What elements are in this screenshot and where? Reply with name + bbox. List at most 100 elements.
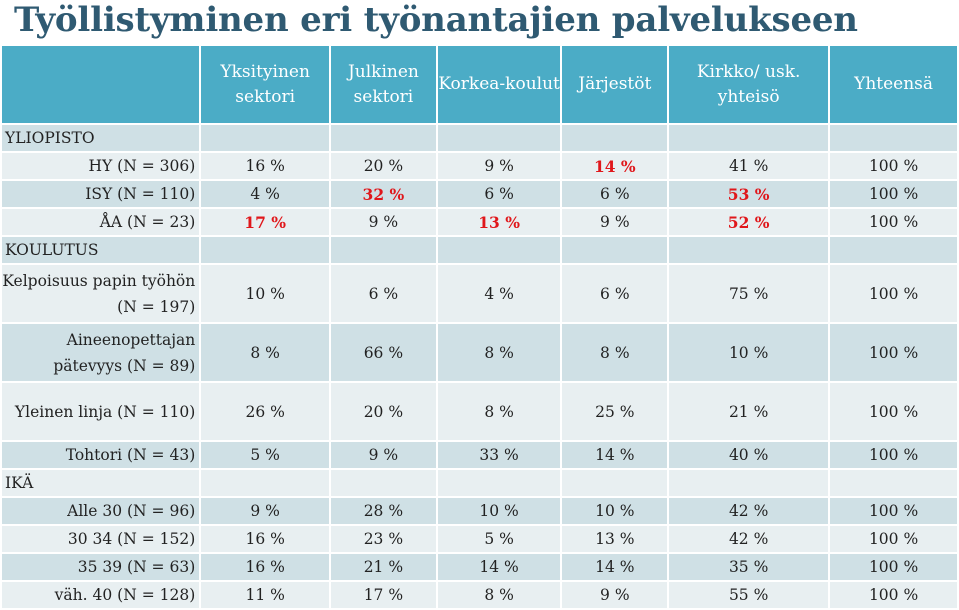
table-cell: 100 % xyxy=(830,265,957,322)
header-corner xyxy=(2,46,200,123)
row-label: Tohtori (N = 43) xyxy=(2,442,200,468)
table-cell: 100 % xyxy=(830,442,957,468)
section-row-ika: IKÄ xyxy=(2,470,957,496)
table-cell: 9 % xyxy=(331,209,436,235)
table-cell: 5 % xyxy=(201,442,330,468)
table-cell: 66 % xyxy=(331,324,436,381)
table-cell: 6 % xyxy=(562,265,668,322)
row-label: 30 34 (N = 152) xyxy=(2,526,200,552)
section-label: IKÄ xyxy=(2,470,200,496)
table-cell: 5 % xyxy=(437,526,561,552)
table-cell: 100 % xyxy=(830,181,957,207)
table-cell: 20 % xyxy=(331,383,436,440)
table-row: Alle 30 (N = 96) 9 % 28 % 10 % 10 % 42 % 100 % xyxy=(2,498,957,524)
table-cell: 17 % xyxy=(331,582,436,608)
table-row: Yleinen linja (N = 110) 26 % 20 % 8 % 25 % 21… xyxy=(2,383,957,440)
table-cell: 21 % xyxy=(669,383,829,440)
table-cell: 14 % xyxy=(562,442,668,468)
table-cell: 10 % xyxy=(669,324,829,381)
table-cell: 13 % xyxy=(437,209,561,235)
table-cell: 4 % xyxy=(201,181,330,207)
col-header-universities: Korkea-koulut xyxy=(437,46,561,123)
table-cell: 9 % xyxy=(562,209,668,235)
table-row: 30 34 (N = 152) 16 % 23 % 5 % 13 % 42 % 100 % xyxy=(2,526,957,552)
table-cell: 100 % xyxy=(830,526,957,552)
table-cell: 8 % xyxy=(562,324,668,381)
col-header-private: Yksityinen sektori xyxy=(201,46,330,123)
table-cell: 8 % xyxy=(201,324,330,381)
table-cell: 4 % xyxy=(437,265,561,322)
row-label: ISY (N = 110) xyxy=(2,181,200,207)
table-cell: 100 % xyxy=(830,554,957,580)
table-row: ÅA (N = 23) 17 % 9 % 13 % 9 % 52 % 100 % xyxy=(2,209,957,235)
table-cell: 8 % xyxy=(437,324,561,381)
table-cell: 28 % xyxy=(331,498,436,524)
table-cell: 10 % xyxy=(437,498,561,524)
table-row: ISY (N = 110) 4 % 32 % 6 % 6 % 53 % 100 % xyxy=(2,181,957,207)
table-cell: 42 % xyxy=(669,526,829,552)
table-cell: 9 % xyxy=(437,153,561,179)
table-cell: 32 % xyxy=(331,181,436,207)
table-cell: 17 % xyxy=(201,209,330,235)
table-cell: 8 % xyxy=(437,383,561,440)
table-row: 35 39 (N = 63) 16 % 21 % 14 % 14 % 35 % 100 % xyxy=(2,554,957,580)
section-row-yliopisto: YLIOPISTO xyxy=(2,125,957,151)
table-cell: 52 % xyxy=(669,209,829,235)
table-cell: 100 % xyxy=(830,209,957,235)
table-cell: 9 % xyxy=(331,442,436,468)
section-row-koulutus: KOULUTUS xyxy=(2,237,957,263)
table-cell: 100 % xyxy=(830,383,957,440)
row-label: Kelpoisuus papin työhön (N = 197) xyxy=(2,265,200,322)
table-cell: 14 % xyxy=(562,554,668,580)
table-cell: 33 % xyxy=(437,442,561,468)
table-cell: 26 % xyxy=(201,383,330,440)
table-cell: 11 % xyxy=(201,582,330,608)
table-cell: 100 % xyxy=(830,582,957,608)
table-cell: 6 % xyxy=(437,181,561,207)
col-header-total: Yhteensä xyxy=(830,46,957,123)
table-cell: 16 % xyxy=(201,554,330,580)
col-header-church: Kirkko/ usk. yhteisö xyxy=(669,46,829,123)
table-cell: 10 % xyxy=(201,265,330,322)
table-cell: 21 % xyxy=(331,554,436,580)
table-cell: 41 % xyxy=(669,153,829,179)
table-cell: 20 % xyxy=(331,153,436,179)
section-label: KOULUTUS xyxy=(2,237,200,263)
table-cell: 14 % xyxy=(437,554,561,580)
table-cell: 100 % xyxy=(830,324,957,381)
table-cell: 6 % xyxy=(562,181,668,207)
table-row: HY (N = 306) 16 % 20 % 9 % 14 % 41 % 100 % xyxy=(2,153,957,179)
table-cell: 42 % xyxy=(669,498,829,524)
table-cell: 8 % xyxy=(437,582,561,608)
table-cell: 100 % xyxy=(830,498,957,524)
table-cell: 16 % xyxy=(201,526,330,552)
table-cell: 16 % xyxy=(201,153,330,179)
row-label: väh. 40 (N = 128) xyxy=(2,582,200,608)
table-cell: 53 % xyxy=(669,181,829,207)
row-label: HY (N = 306) xyxy=(2,153,200,179)
table-cell: 40 % xyxy=(669,442,829,468)
table-cell: 9 % xyxy=(562,582,668,608)
table-cell: 9 % xyxy=(201,498,330,524)
row-label: Alle 30 (N = 96) xyxy=(2,498,200,524)
table-cell: 14 % xyxy=(562,153,668,179)
row-label: 35 39 (N = 63) xyxy=(2,554,200,580)
page-title: Työllistyminen eri työnantajien palveluk… xyxy=(14,0,858,40)
table-cell: 100 % xyxy=(830,153,957,179)
table-cell: 35 % xyxy=(669,554,829,580)
row-label: Aineenopettajan pätevyys (N = 89) xyxy=(2,324,200,381)
table-cell: 55 % xyxy=(669,582,829,608)
col-header-organizations: Järjestöt xyxy=(562,46,668,123)
table-row: väh. 40 (N = 128) 11 % 17 % 8 % 9 % 55 % 100 % xyxy=(2,582,957,608)
table-cell: 6 % xyxy=(331,265,436,322)
col-header-public: Julkinen sektori xyxy=(331,46,436,123)
table-row: Aineenopettajan pätevyys (N = 89) 8 % 66 %… xyxy=(2,324,957,381)
row-label: ÅA (N = 23) xyxy=(2,209,200,235)
table-cell: 13 % xyxy=(562,526,668,552)
table-cell: 75 % xyxy=(669,265,829,322)
row-label: Yleinen linja (N = 110) xyxy=(2,383,200,440)
table-row: Kelpoisuus papin työhön (N = 197) 10 % 6 %… xyxy=(2,265,957,322)
employment-table: Yksityinen sektori Julkinen sektori Kork… xyxy=(0,44,959,610)
section-label: YLIOPISTO xyxy=(2,125,200,151)
table-cell: 10 % xyxy=(562,498,668,524)
